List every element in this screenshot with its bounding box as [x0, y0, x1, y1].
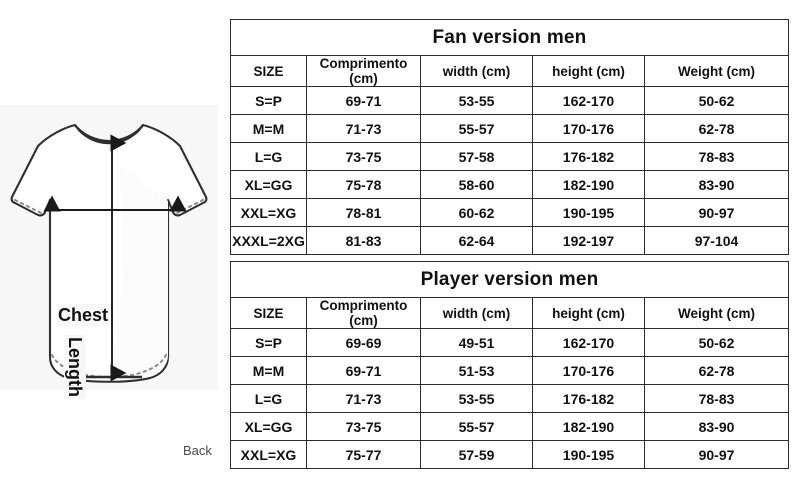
cell-width: 53-55 [420, 86, 533, 115]
cell-size: XXL=XG [230, 440, 307, 469]
cell-height: 182-190 [532, 170, 645, 199]
chest-measurement-label: Chest [57, 304, 110, 326]
column-header-weight: Weight (cm) [643, 297, 790, 329]
size-table-player-version: Player version men SIZE Comprimento (cm)… [229, 261, 790, 469]
back-view-label: Back [183, 443, 212, 458]
table-title: Fan version men [230, 19, 789, 56]
cell-size: S=P [230, 328, 307, 357]
cell-height: 162-170 [532, 328, 645, 357]
cell-weight: 50-62 [644, 86, 789, 115]
table-title-row: Player version men [229, 261, 790, 298]
table-header-row: SIZE Comprimento (cm) width (cm) height … [230, 55, 789, 87]
column-header-size: SIZE [230, 297, 307, 329]
cell-comprimento: 73-75 [306, 412, 421, 441]
cell-comprimento: 75-77 [306, 440, 421, 469]
cell-size: M=M [230, 114, 307, 143]
cell-width: 53-55 [420, 384, 533, 413]
cell-weight: 83-90 [644, 170, 789, 199]
table-row: XXXL=2XG 81-83 62-64 192-197 97-104 [230, 226, 789, 255]
cell-size: XXL=XG [230, 198, 307, 227]
cell-weight: 62-78 [644, 114, 789, 143]
column-header-height: height (cm) [532, 55, 645, 87]
cell-comprimento: 78-81 [306, 198, 421, 227]
column-header-comprimento: Comprimento (cm) [306, 55, 421, 87]
size-table-fan-version: Fan version men SIZE Comprimento (cm) wi… [230, 19, 789, 255]
table-row: XL=GG 73-75 55-57 182-190 83-90 [230, 412, 790, 441]
cell-weight: 90-97 [643, 440, 790, 469]
length-measurement-label: Length [64, 335, 86, 399]
cell-width: 55-57 [420, 114, 533, 143]
cell-width: 51-53 [420, 356, 533, 385]
cell-comprimento: 81-83 [306, 226, 421, 255]
table-row: XXL=XG 75-77 57-59 190-195 90-97 [230, 440, 790, 469]
cell-height: 170-176 [532, 114, 645, 143]
cell-comprimento: 69-69 [306, 328, 421, 357]
cell-weight: 78-83 [644, 142, 789, 171]
table-row: L=G 73-75 57-58 176-182 78-83 [230, 142, 789, 171]
cell-weight: 90-97 [644, 198, 789, 227]
cell-width: 57-58 [420, 142, 533, 171]
column-header-height: height (cm) [532, 297, 645, 329]
table-row: S=P 69-69 49-51 162-170 50-62 [230, 328, 790, 357]
table-row: M=M 69-71 51-53 170-176 62-78 [230, 356, 790, 385]
cell-comprimento: 69-71 [306, 86, 421, 115]
cell-width: 57-59 [420, 440, 533, 469]
table-row: M=M 71-73 55-57 170-176 62-78 [230, 114, 789, 143]
column-header-size: SIZE [230, 55, 307, 87]
cell-width: 58-60 [420, 170, 533, 199]
cell-size: XL=GG [230, 412, 307, 441]
cell-weight: 83-90 [643, 412, 790, 441]
cell-width: 60-62 [420, 198, 533, 227]
cell-comprimento: 73-75 [306, 142, 421, 171]
table-row: L=G 71-73 53-55 176-182 78-83 [230, 384, 790, 413]
table-row: S=P 69-71 53-55 162-170 50-62 [230, 86, 789, 115]
stitching-detail [14, 199, 204, 379]
t-shirt-outline-graphic [10, 123, 208, 383]
cell-weight: 97-104 [644, 226, 789, 255]
cell-height: 176-182 [532, 142, 645, 171]
cell-height: 170-176 [532, 356, 645, 385]
shirt-body-shape [10, 123, 208, 383]
cell-size: L=G [230, 142, 307, 171]
cell-width: 55-57 [420, 412, 533, 441]
column-header-weight: Weight (cm) [644, 55, 789, 87]
table-title-row: Fan version men [230, 19, 789, 56]
cell-height: 190-195 [532, 198, 645, 227]
cell-weight: 50-62 [643, 328, 790, 357]
cell-height: 192-197 [532, 226, 645, 255]
cell-size: M=M [230, 356, 307, 385]
table-row: XXL=XG 78-81 60-62 190-195 90-97 [230, 198, 789, 227]
column-header-comprimento: Comprimento (cm) [306, 297, 421, 329]
cell-comprimento: 71-73 [306, 384, 421, 413]
cell-height: 176-182 [532, 384, 645, 413]
cell-size: XXXL=2XG [230, 226, 307, 255]
cell-comprimento: 69-71 [306, 356, 421, 385]
shirt-illustration-panel: Chest Length Back [0, 105, 218, 458]
column-header-width: width (cm) [420, 297, 533, 329]
cell-weight: 62-78 [643, 356, 790, 385]
table-row: XL=GG 75-78 58-60 182-190 83-90 [230, 170, 789, 199]
cell-height: 190-195 [532, 440, 645, 469]
cell-height: 162-170 [532, 86, 645, 115]
cell-weight: 78-83 [643, 384, 790, 413]
column-header-width: width (cm) [420, 55, 533, 87]
cell-size: S=P [230, 86, 307, 115]
cell-size: L=G [230, 384, 307, 413]
table-header-row: SIZE Comprimento (cm) width (cm) height … [230, 297, 790, 329]
cell-width: 49-51 [420, 328, 533, 357]
table-title: Player version men [229, 261, 790, 298]
cell-comprimento: 71-73 [306, 114, 421, 143]
cell-width: 62-64 [420, 226, 533, 255]
cell-height: 182-190 [532, 412, 645, 441]
cell-size: XL=GG [230, 170, 307, 199]
cell-comprimento: 75-78 [306, 170, 421, 199]
